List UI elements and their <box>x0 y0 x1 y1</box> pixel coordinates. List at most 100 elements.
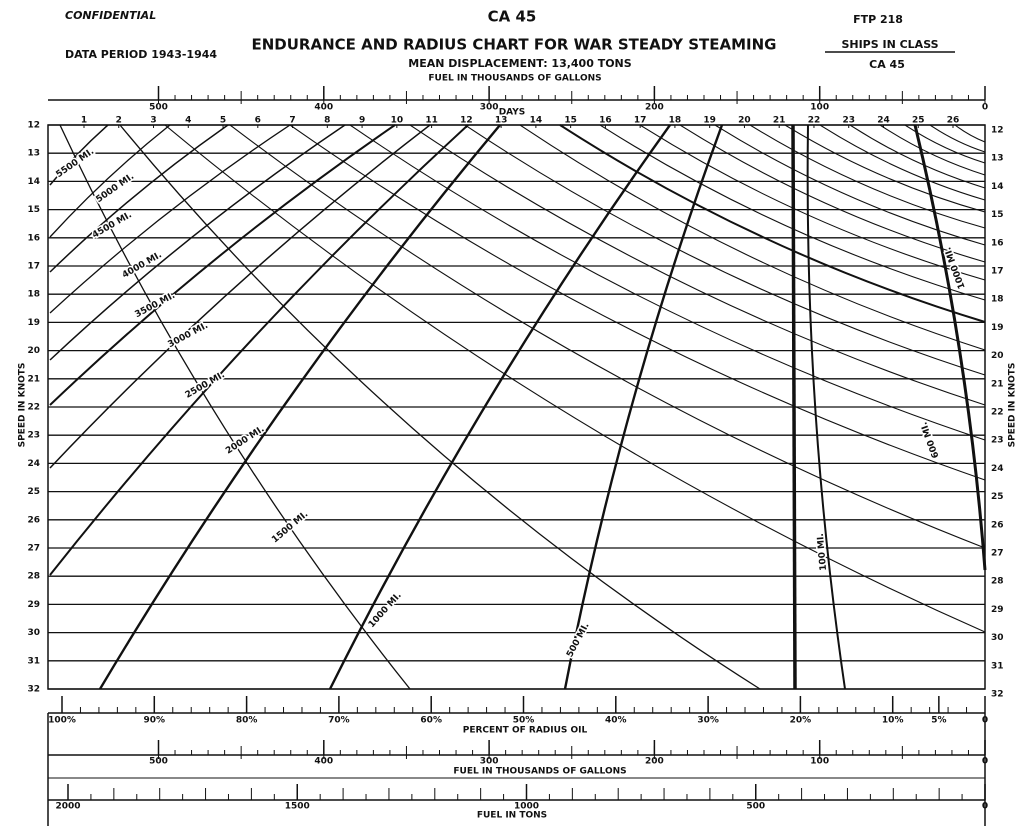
speed-label-right: 25 <box>991 492 1004 502</box>
speed-label-right: 26 <box>991 520 1004 530</box>
day-label: 5 <box>220 116 226 126</box>
tick-label: 100 <box>810 757 829 767</box>
radius-label: 5500 MI. <box>54 147 96 180</box>
endurance-curve <box>849 124 986 189</box>
tick-label: 200 <box>645 757 664 767</box>
day-label: 7 <box>289 116 295 126</box>
speed-label-left: 13 <box>27 149 40 159</box>
tick-label: 90% <box>144 716 166 726</box>
tick-label: 500 <box>746 802 765 812</box>
speed-label-right: 18 <box>991 295 1004 305</box>
radius-curve <box>49 124 346 361</box>
ships-in-class-label: SHIPS IN CLASS <box>841 38 938 51</box>
tick-label: 0 <box>982 716 988 726</box>
classification: CONFIDENTIAL <box>65 9 156 22</box>
tick-label: 60% <box>420 716 442 726</box>
day-label: 11 <box>425 116 438 126</box>
day-label: 17 <box>634 116 647 126</box>
tick-label: 0 <box>982 802 988 812</box>
speed-label-right: 28 <box>991 577 1004 587</box>
tick-label: 100 <box>810 103 829 113</box>
radius-label: 600 MI. <box>919 420 941 459</box>
speed-label-right: 31 <box>991 661 1004 671</box>
endurance-curve <box>929 124 986 153</box>
radius-curve <box>49 124 171 238</box>
tick-label: 1000 <box>514 802 539 812</box>
speed-title-right: SPEED IN KNOTS <box>1008 363 1018 448</box>
radius-curve <box>49 124 109 186</box>
day-label: 15 <box>564 116 577 126</box>
endurance-curve <box>164 124 986 633</box>
day-label: 16 <box>599 116 612 126</box>
radius-curve <box>791 124 797 690</box>
day-label: 3 <box>150 116 156 126</box>
radius-curve <box>49 124 469 576</box>
radius-label: 3500 MI. <box>134 291 177 320</box>
ship: CA 45 <box>488 8 537 26</box>
tick-label: 80% <box>236 716 258 726</box>
endurance-curve <box>409 124 986 406</box>
day-label: 12 <box>460 116 473 126</box>
endurance-curve <box>954 124 986 143</box>
speed-label-right: 12 <box>991 126 1004 136</box>
ftp: FTP 218 <box>853 13 903 26</box>
tick-label: 0 <box>982 103 988 113</box>
tick-label: 50% <box>513 716 535 726</box>
speed-title-left: SPEED IN KNOTS <box>18 363 28 448</box>
radius-curve <box>49 124 431 469</box>
endurance-curve <box>599 124 986 301</box>
speed-label-left: 19 <box>27 318 40 328</box>
endurance-curve <box>913 124 987 571</box>
endurance-curve <box>639 124 986 281</box>
speed-label-right: 22 <box>991 408 1004 418</box>
endurance-curve <box>784 124 986 213</box>
top-fuel-title: FUEL IN THOUSANDS OF GALLONS <box>428 74 601 84</box>
radius-curve <box>49 124 229 273</box>
speed-label-left: 20 <box>27 346 40 356</box>
speed-label-left: 32 <box>27 685 40 695</box>
endurance-curve <box>289 124 986 481</box>
speed-label-right: 14 <box>991 182 1004 192</box>
speed-label-left: 18 <box>27 290 40 300</box>
speed-label-right: 13 <box>991 154 1004 164</box>
tick-label: 30% <box>697 716 719 726</box>
tick-label: 40% <box>605 716 627 726</box>
endurance-curve <box>464 124 986 376</box>
speed-label-left: 16 <box>27 233 40 243</box>
speed-label-left: 25 <box>27 487 40 497</box>
day-label: 14 <box>530 116 543 126</box>
endurance-curve <box>749 124 986 229</box>
day-label: 20 <box>738 116 751 126</box>
tick-label: 1500 <box>285 802 310 812</box>
endurance-curve <box>904 124 986 164</box>
tick-label: 20% <box>790 716 812 726</box>
day-label: 9 <box>359 116 365 126</box>
endurance-curve <box>714 124 986 246</box>
endurance-curve <box>819 124 986 201</box>
speed-label-right: 24 <box>991 464 1004 474</box>
endurance-curve <box>559 124 986 323</box>
endurance-curve <box>59 124 411 690</box>
speed-label-left: 26 <box>27 515 40 525</box>
speed-label-left: 15 <box>27 205 40 215</box>
tick-label: 0 <box>982 757 988 767</box>
bottom-fuel-title: FUEL IN THOUSANDS OF GALLONS <box>453 767 626 777</box>
endurance-curve <box>229 124 986 549</box>
speed-label-left: 24 <box>27 459 40 469</box>
displacement: MEAN DISPLACEMENT: 13,400 TONS <box>408 57 631 70</box>
speed-label-right: 19 <box>991 323 1004 333</box>
endurance-curve <box>519 124 986 351</box>
speed-label-right: 23 <box>991 436 1004 446</box>
radius-label: 100 MI. <box>816 533 829 571</box>
title: ENDURANCE AND RADIUS CHART FOR WAR STEAD… <box>252 36 777 54</box>
day-label: 18 <box>669 116 682 126</box>
speed-label-right: 17 <box>991 267 1004 277</box>
tons-title: FUEL IN TONS <box>477 811 547 821</box>
speed-label-left: 17 <box>27 262 40 272</box>
speed-label-right: 32 <box>991 690 1004 700</box>
day-label: 19 <box>703 116 716 126</box>
tick-label: 400 <box>314 103 333 113</box>
